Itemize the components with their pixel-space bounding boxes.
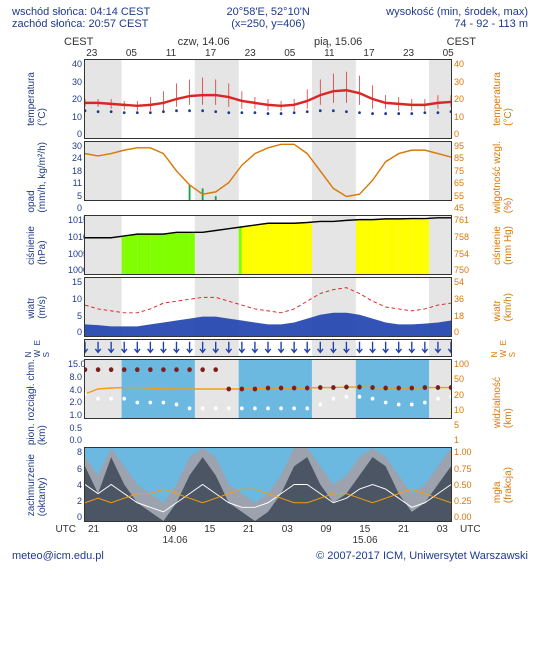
day-0: czw, 14.06	[178, 36, 230, 48]
date-axis: 14.0615.06	[4, 535, 536, 546]
panels: temperatura(°C) 403020100 403020100 temp…	[4, 59, 536, 522]
sunset-label: zachód słońca:	[12, 18, 85, 30]
day-1: pią, 15.06	[314, 36, 362, 48]
panel-wind: wiatr(m/s) 151050 5436180 wiatr(km/h)	[8, 277, 532, 337]
tz-right: CEST	[447, 36, 476, 48]
meteogram: wschód słońca: 04:14 CEST zachód słońca:…	[0, 0, 540, 570]
sunrise-label: wschód słońca:	[12, 6, 87, 18]
sunset-time: 20:57 CEST	[88, 18, 148, 30]
grid-coords: (x=250, y=406)	[227, 18, 310, 30]
header: wschód słońca: 04:14 CEST zachód słońca:…	[4, 4, 536, 32]
utc-axis: UTC 21030915210309152103 UTC	[4, 524, 536, 535]
footer: meteo@icm.edu.pl © 2007-2017 ICM, Uniwer…	[4, 546, 536, 566]
panel-pressure: ciśnienie(hPa) 1015101010051000 76175875…	[8, 215, 532, 275]
footer-email: meteo@icm.edu.pl	[12, 550, 104, 562]
coords: 20°58'E, 52°10'N	[227, 6, 310, 18]
panel-wind-dir: NW ES NW ES	[8, 339, 532, 357]
panel-temp: temperatura(°C) 403020100 403020100 temp…	[8, 59, 532, 139]
alt-values: 74 - 92 - 113 m	[386, 18, 528, 30]
time-ticks: 23051117230511172305	[4, 48, 536, 59]
day-header: CEST czw, 14.06 pią, 15.06 CEST	[4, 36, 536, 48]
footer-copyright: © 2007-2017 ICM, Uniwersytet Warszawski	[316, 550, 528, 562]
alt-label: wysokość (min, środek, max)	[386, 6, 528, 18]
tz-left: CEST	[64, 36, 93, 48]
sunrise-time: 04:14 CEST	[90, 6, 150, 18]
panel-precip: opad(mm/h, kg/m²/h) 3024181150 958575655…	[8, 141, 532, 213]
panel-cloud: zachmurzenie(oktanty) 86420 1.000.750.50…	[8, 447, 532, 522]
panel-vis: pion. rozciągł. chm.(km) 15.08.04.02.01.…	[8, 359, 532, 445]
